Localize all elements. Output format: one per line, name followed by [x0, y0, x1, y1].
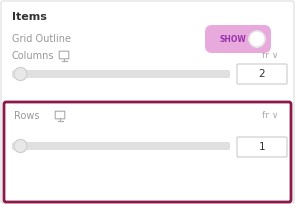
Text: 1: 1 [259, 142, 265, 152]
FancyBboxPatch shape [237, 64, 287, 84]
Circle shape [14, 140, 27, 153]
Text: SHOW: SHOW [220, 34, 247, 43]
Text: Items: Items [12, 12, 47, 22]
FancyBboxPatch shape [237, 137, 287, 157]
Circle shape [14, 68, 27, 81]
FancyBboxPatch shape [4, 102, 291, 202]
Circle shape [249, 31, 265, 47]
FancyBboxPatch shape [12, 142, 230, 150]
Text: Columns: Columns [12, 51, 55, 61]
Text: 2: 2 [259, 69, 265, 79]
Text: Rows: Rows [14, 111, 40, 121]
FancyBboxPatch shape [12, 70, 230, 78]
Text: Grid Outline: Grid Outline [12, 34, 71, 44]
FancyBboxPatch shape [205, 25, 271, 53]
Text: fr ∨: fr ∨ [261, 112, 278, 121]
Text: fr ∨: fr ∨ [261, 51, 278, 61]
